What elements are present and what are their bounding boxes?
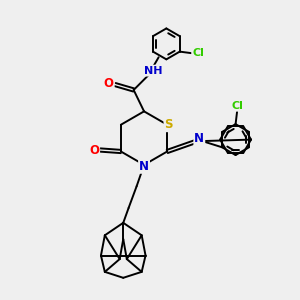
Text: NH: NH bbox=[144, 66, 163, 76]
Text: O: O bbox=[89, 143, 99, 157]
Text: O: O bbox=[104, 76, 114, 90]
Text: N: N bbox=[194, 132, 204, 145]
Text: Cl: Cl bbox=[192, 48, 204, 58]
Text: N: N bbox=[139, 160, 149, 173]
Text: S: S bbox=[164, 118, 173, 131]
Text: Cl: Cl bbox=[231, 101, 243, 111]
